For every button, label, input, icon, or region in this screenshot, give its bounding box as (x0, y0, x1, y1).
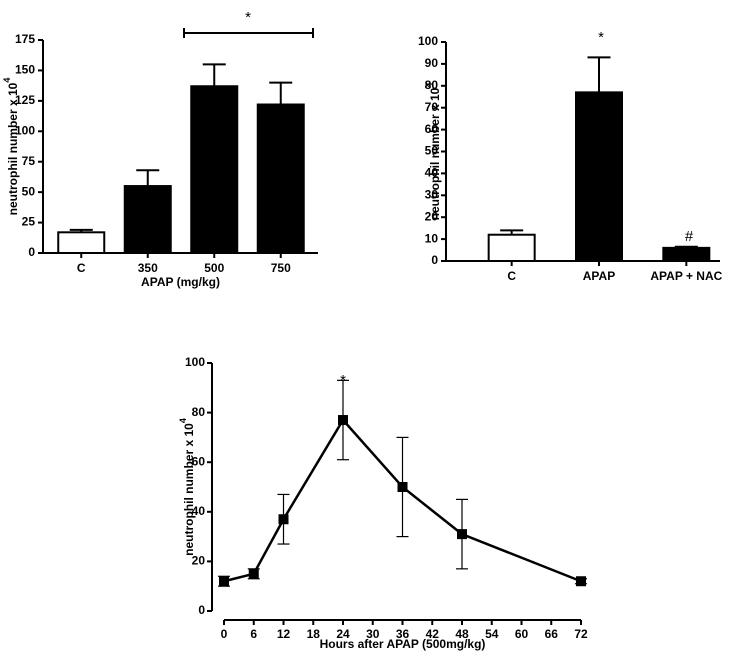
y-tick-label: 0 (28, 245, 35, 259)
x-axis-label: APAP (mg/kg) (141, 275, 220, 289)
marker (219, 576, 229, 587)
x-tick-label: 750 (271, 261, 291, 275)
marker (338, 415, 348, 426)
bar (487, 233, 536, 263)
y-tick-label: 80 (425, 78, 439, 92)
x-tick-label: 42 (426, 627, 440, 641)
annotation: * (598, 29, 604, 46)
y-axis-label-text: neutrophil number x 10 (428, 87, 442, 220)
y-tick-label: 30 (425, 187, 439, 201)
bar (190, 85, 239, 254)
x-tick-label: 48 (455, 627, 469, 641)
y-axis-label: neutrophil number x 104 (424, 83, 442, 221)
y-tick-label: 100 (418, 34, 438, 48)
x-axis-label: Hours after APAP (500mg/kg) (320, 637, 486, 651)
y-tick-label: 60 (192, 454, 206, 468)
bar (575, 91, 623, 263)
x-tick-label: C (507, 269, 516, 283)
y-axis-label: neutrophil number x 104 (178, 418, 196, 556)
y-tick-label: 0 (431, 253, 438, 267)
y-tick-label: 125 (15, 93, 35, 107)
y-tick-label: 70 (425, 100, 439, 114)
y-tick-label: 150 (15, 63, 35, 77)
y-tick-label: 175 (15, 32, 35, 46)
x-tick-label: 66 (545, 627, 559, 641)
y-tick-label: 80 (192, 405, 206, 419)
x-tick-label: 36 (396, 627, 410, 641)
y-tick-label: 25 (22, 215, 36, 229)
x-tick-label: 18 (307, 627, 321, 641)
x-tick-label: 54 (485, 627, 499, 641)
marker (278, 514, 289, 525)
y-axis-label-superscript: 4 (178, 418, 188, 423)
x-tick-label: 72 (574, 627, 588, 641)
marker (397, 482, 408, 492)
y-tick-label: 75 (22, 154, 36, 168)
x-tick-label: 0 (221, 627, 228, 641)
y-tick-label: 50 (425, 144, 439, 158)
y-axis-label-text: neutrophil number x 10 (6, 82, 20, 215)
x-tick-label: 6 (250, 627, 257, 641)
x-tick-label: APAP + NAC (650, 269, 722, 283)
y-tick-label: 20 (192, 554, 206, 568)
y-tick-label: 40 (425, 166, 439, 180)
y-tick-label: 60 (425, 122, 439, 136)
x-tick-label: 500 (204, 261, 224, 275)
x-tick-label: 60 (515, 627, 529, 641)
y-tick-label: 90 (425, 56, 439, 70)
y-tick-label: 10 (425, 231, 439, 245)
y-axis-label: neutrophil number x 104 (2, 78, 20, 216)
bar (256, 103, 305, 254)
bar (662, 246, 711, 263)
x-tick-label: APAP (583, 269, 615, 283)
y-axis-label-superscript: 4 (2, 78, 12, 83)
annotation: * (245, 9, 251, 26)
x-tick-label: C (77, 261, 86, 275)
marker (248, 568, 259, 579)
x-tick-label: 24 (336, 627, 350, 641)
x-tick-label: 350 (138, 261, 158, 275)
y-tick-label: 100 (15, 123, 35, 137)
y-tick-label: 40 (192, 504, 206, 518)
bar (123, 185, 172, 254)
bar (57, 231, 106, 255)
y-tick-label: 0 (198, 603, 205, 617)
y-axis-label-superscript: 4 (424, 83, 434, 88)
y-tick-label: 50 (22, 184, 36, 198)
x-tick-label: 30 (366, 627, 380, 641)
annotation: * (340, 372, 346, 389)
x-tick-label: 12 (277, 627, 291, 641)
annotation: # (685, 228, 694, 245)
marker (457, 529, 467, 540)
y-tick-label: 100 (185, 355, 205, 369)
marker (576, 576, 586, 587)
y-axis-label-text: neutrophil number x 10 (182, 423, 196, 556)
y-tick-label: 20 (425, 209, 439, 223)
